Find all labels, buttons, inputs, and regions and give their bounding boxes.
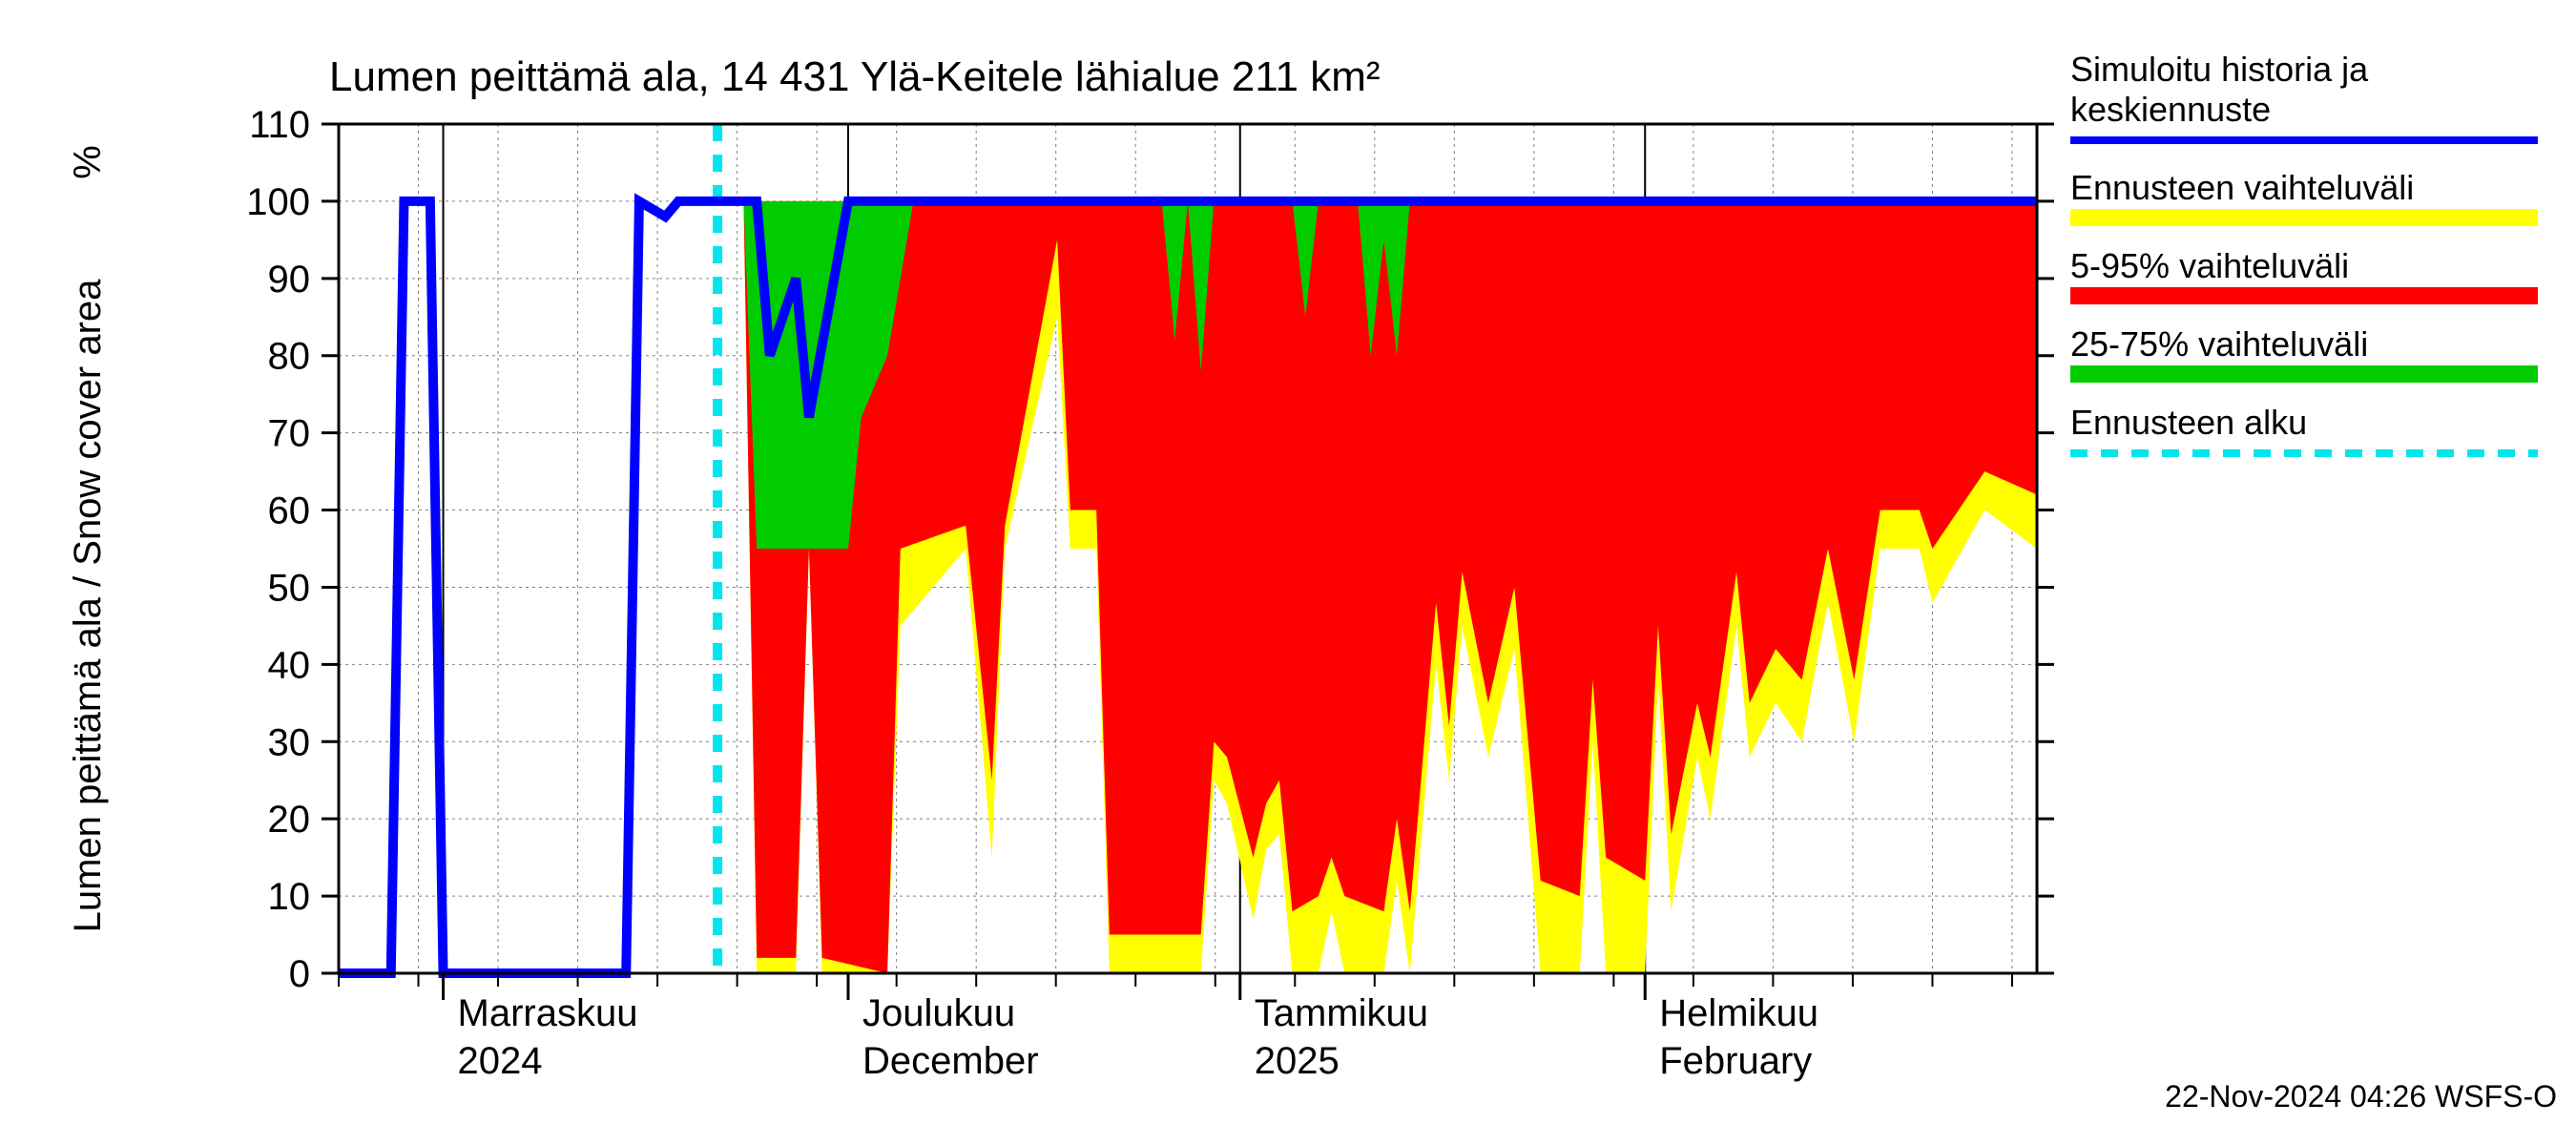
- legend-swatch: [2070, 209, 2538, 226]
- month-label-bottom: 2024: [458, 1040, 543, 1082]
- y-tick-label: 40: [268, 644, 311, 686]
- y-tick-label: 50: [268, 567, 311, 609]
- y-tick-label: 60: [268, 490, 311, 532]
- month-label-bottom: February: [1659, 1040, 1812, 1082]
- y-tick-label: 0: [289, 953, 310, 995]
- y-tick-label: 110: [249, 104, 310, 146]
- y-tick-label: 10: [268, 876, 311, 918]
- month-label-bottom: 2025: [1255, 1040, 1340, 1082]
- legend-label: Simuloitu historia ja: [2070, 50, 2369, 89]
- chart-title: Lumen peittämä ala, 14 431 Ylä-Keitele l…: [329, 53, 1381, 100]
- y-tick-label: 80: [268, 336, 311, 378]
- y-tick-label: 90: [268, 259, 311, 301]
- chart-svg: 0 10 20 30 40 50 60 70 80 90 100 110 Marraskuu 2024 Jo…: [0, 0, 2576, 1145]
- legend-label: 25-75% vaihteluväli: [2070, 324, 2368, 364]
- legend-label: Ennusteen alku: [2070, 403, 2307, 442]
- y-tick-label: 70: [268, 413, 311, 455]
- month-label-top: Tammikuu: [1255, 992, 1428, 1034]
- legend-label: keskiennuste: [2070, 90, 2271, 129]
- y-tick-label: 20: [268, 799, 311, 841]
- y-axis-unit: %: [67, 145, 109, 179]
- chart-container: 0 10 20 30 40 50 60 70 80 90 100 110 Marraskuu 2024 Jo…: [0, 0, 2576, 1145]
- legend-label: 5-95% vaihteluväli: [2070, 246, 2349, 285]
- legend-swatch: [2070, 365, 2538, 383]
- month-label-top: Marraskuu: [458, 992, 638, 1034]
- footer-timestamp: 22-Nov-2024 04:26 WSFS-O: [2165, 1079, 2557, 1114]
- month-label-top: Joulukuu: [862, 992, 1015, 1034]
- y-tick-label: 30: [268, 721, 311, 763]
- y-axis-label: Lumen peittämä ala / Snow cover area: [67, 279, 109, 933]
- legend-swatch: [2070, 287, 2538, 304]
- month-label-top: Helmikuu: [1659, 992, 1818, 1034]
- y-tick-label: 100: [246, 181, 310, 223]
- month-label-bottom: December: [862, 1040, 1039, 1082]
- legend-label: Ennusteen vaihteluväli: [2070, 168, 2414, 207]
